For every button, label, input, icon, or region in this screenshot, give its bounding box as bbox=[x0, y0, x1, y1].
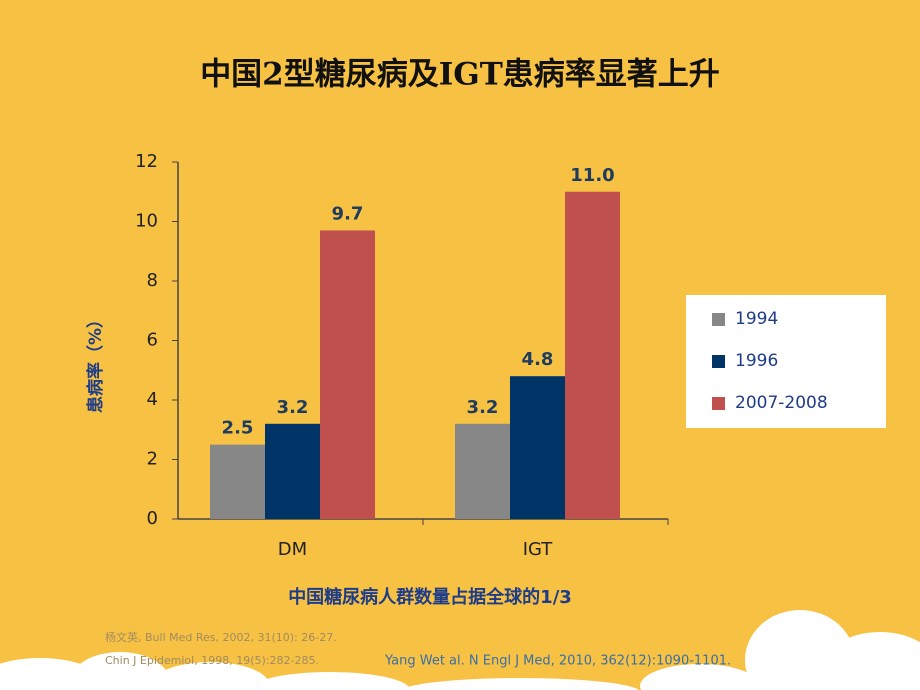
bar bbox=[265, 423, 320, 519]
bar bbox=[510, 376, 565, 519]
footnote: Chin J Epidemiol, 1998, 19(5):282-285. bbox=[105, 654, 319, 667]
y-tick-label: 0 bbox=[147, 508, 158, 529]
value-label: 3.2 bbox=[277, 397, 309, 418]
value-label: 11.0 bbox=[570, 165, 614, 186]
footnote: Yang Wet al. N Engl J Med, 2010, 362(12)… bbox=[384, 654, 731, 669]
legend-label: 2007-2008 bbox=[735, 393, 828, 413]
y-tick-label: 10 bbox=[135, 211, 158, 232]
legend-swatch bbox=[712, 313, 725, 326]
legend-label: 1994 bbox=[735, 309, 778, 329]
legend-label: 1996 bbox=[735, 351, 778, 371]
bar bbox=[320, 230, 375, 520]
value-label: 2.5 bbox=[222, 418, 254, 439]
y-axis-label: 患病率（%） bbox=[85, 311, 106, 413]
value-label: 9.7 bbox=[332, 203, 364, 224]
title: 中国2型糖尿病及IGT患病率显著上升 bbox=[200, 57, 720, 93]
x-tick-label: IGT bbox=[523, 539, 554, 560]
y-tick-label: 2 bbox=[147, 449, 158, 470]
legend-swatch bbox=[712, 397, 725, 410]
y-tick-label: 8 bbox=[147, 270, 158, 291]
x-tick-label: DM bbox=[278, 539, 307, 560]
value-label: 3.2 bbox=[467, 397, 499, 418]
clouds bbox=[0, 610, 920, 690]
bar bbox=[210, 444, 265, 519]
y-tick-label: 12 bbox=[135, 151, 158, 172]
bar bbox=[455, 423, 510, 519]
y-tick-label: 6 bbox=[147, 330, 158, 351]
footnote: 杨文英, Bull Med Res, 2002, 31(10): 26-27. bbox=[105, 630, 337, 644]
bar bbox=[565, 191, 620, 519]
subtitle: 中国糖尿病人群数量占据全球的1/3 bbox=[288, 586, 572, 608]
value-label: 4.8 bbox=[522, 349, 554, 370]
legend-swatch bbox=[712, 355, 725, 368]
y-tick-label: 4 bbox=[147, 389, 158, 410]
